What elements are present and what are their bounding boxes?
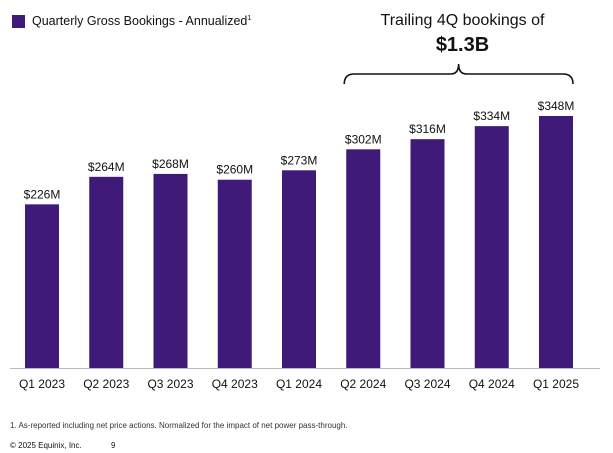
bar bbox=[474, 126, 509, 368]
bar bbox=[153, 173, 188, 368]
copyright: © 2025 Equinix, Inc. bbox=[10, 441, 82, 450]
data-label: $264M bbox=[88, 160, 125, 174]
data-label: $316M bbox=[409, 122, 446, 136]
bar bbox=[346, 149, 381, 368]
data-label: $226M bbox=[24, 187, 61, 201]
bar bbox=[410, 139, 445, 368]
bar bbox=[539, 116, 573, 368]
data-label: $302M bbox=[345, 132, 382, 146]
legend-superscript: 1 bbox=[247, 15, 252, 22]
x-tick-label: Q3 2023 bbox=[147, 377, 193, 391]
x-tick-label: Q1 2023 bbox=[19, 377, 65, 391]
bar bbox=[217, 179, 252, 368]
data-label: $268M bbox=[152, 157, 189, 171]
callout-value: $1.3B bbox=[435, 34, 490, 56]
data-label: $334M bbox=[473, 109, 510, 123]
bar-chart: $226M Q1 2023 $264M Q2 2023 $268M Q3 2023 $260… bbox=[10, 63, 600, 391]
x-tick-label: Q1 2024 bbox=[276, 377, 322, 391]
x-tick-label: Q3 2024 bbox=[404, 377, 450, 391]
page-number: 9 bbox=[111, 441, 116, 450]
legend-label-text: Quarterly Gross Bookings - Annualized bbox=[32, 14, 248, 28]
legend-swatch bbox=[12, 14, 25, 28]
data-label: $348M bbox=[538, 99, 575, 113]
x-tick-label: Q1 2025 bbox=[533, 377, 579, 391]
bar bbox=[25, 204, 59, 368]
legend-label: Quarterly Gross Bookings - Annualized1 bbox=[32, 14, 251, 28]
x-tick-label: Q2 2023 bbox=[83, 377, 129, 391]
x-tick-label: Q2 2024 bbox=[340, 377, 386, 391]
x-tick-label: Q4 2023 bbox=[212, 377, 258, 391]
bar bbox=[89, 176, 124, 368]
footnote: 1. As-reported including net price actio… bbox=[10, 421, 348, 430]
data-label: $273M bbox=[281, 153, 318, 167]
callout-title: Trailing 4Q bookings of bbox=[380, 12, 545, 29]
bracket bbox=[343, 63, 574, 85]
bar bbox=[282, 170, 316, 368]
data-label: $260M bbox=[216, 163, 253, 177]
legend: Quarterly Gross Bookings - Annualized1 bbox=[12, 14, 251, 28]
x-tick-label: Q4 2024 bbox=[469, 377, 515, 391]
